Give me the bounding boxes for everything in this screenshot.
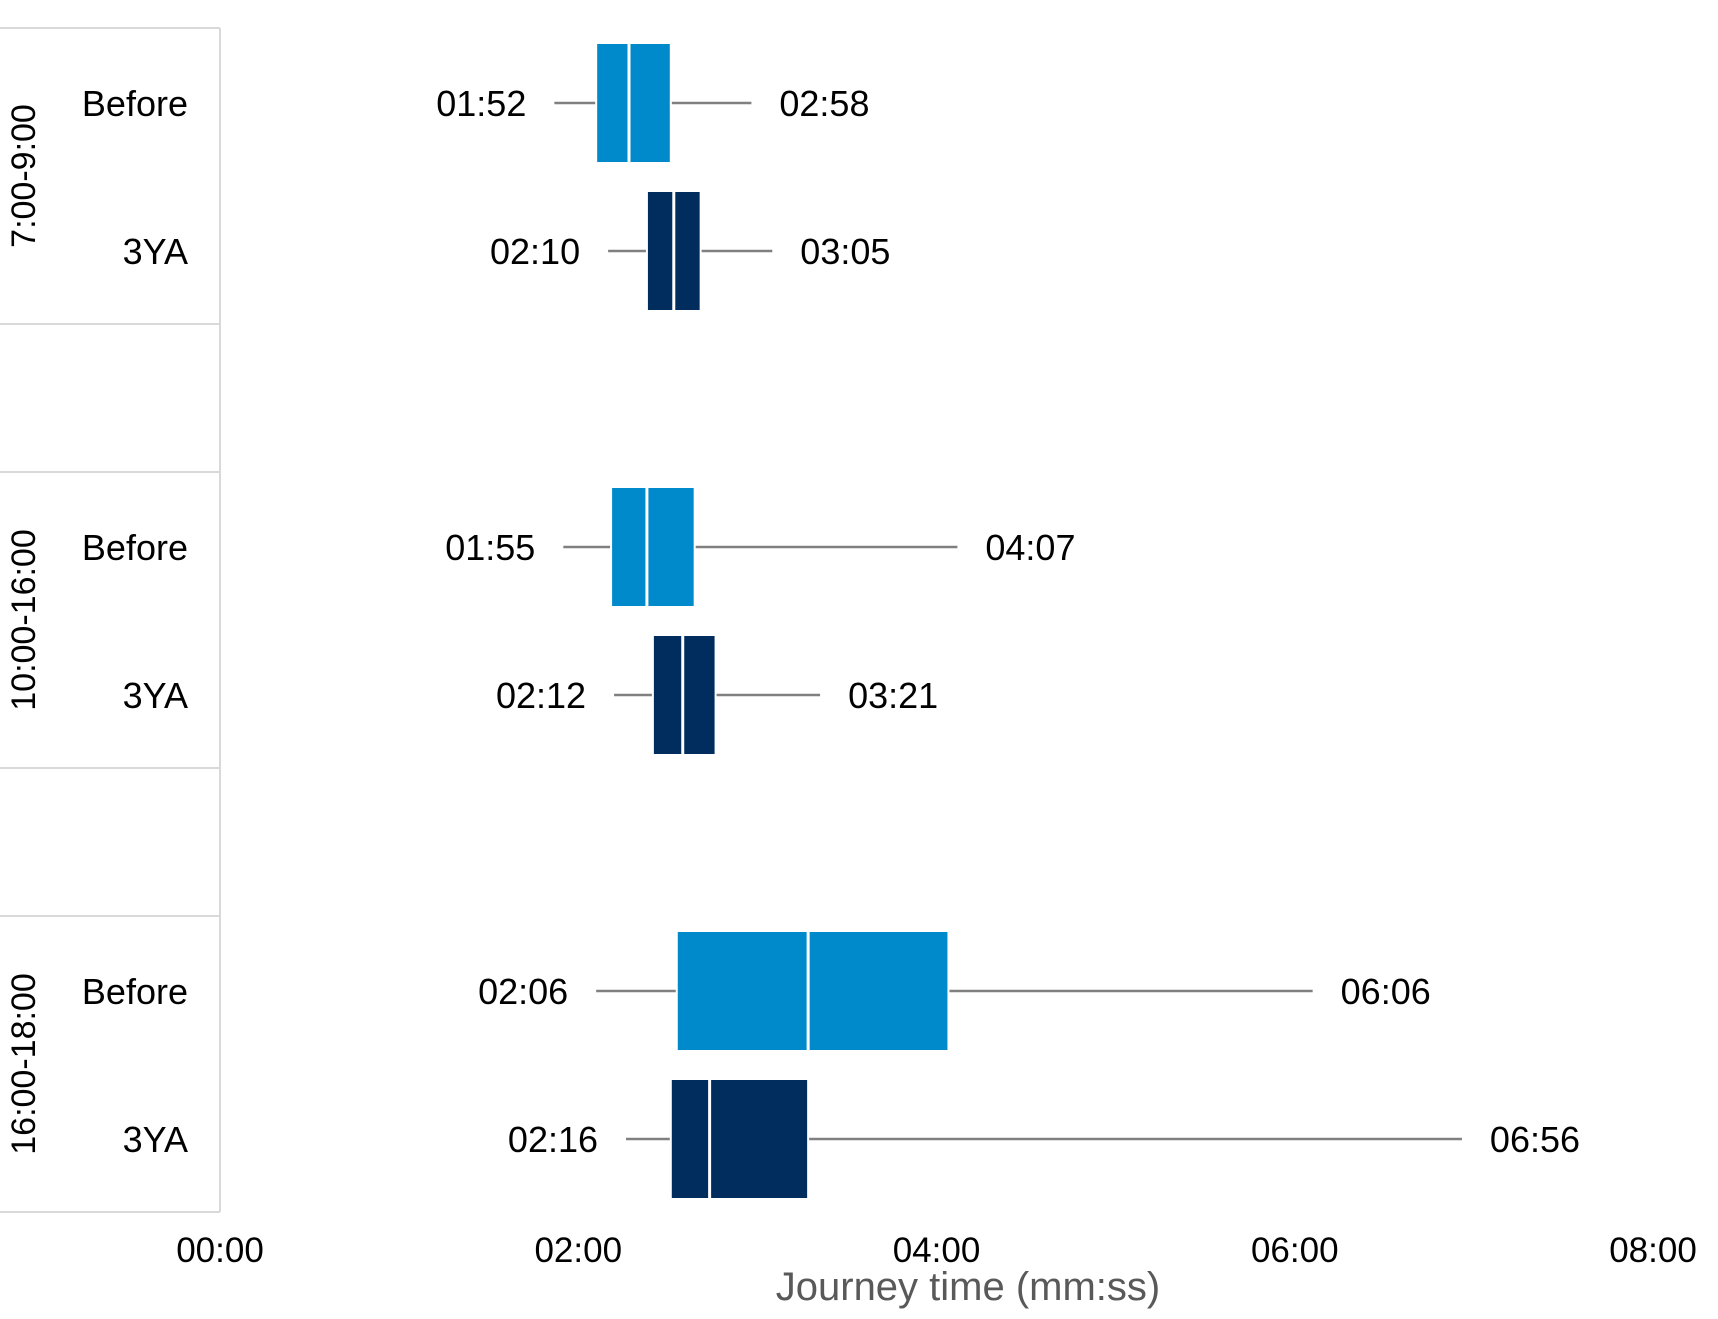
group-label: 16:00-18:00 [5,973,43,1155]
max-label: 03:21 [848,675,938,716]
max-label: 06:56 [1490,1119,1580,1160]
group-label: 10:00-16:00 [5,529,43,711]
max-label: 02:58 [779,83,869,124]
x-axis-label: Journey time (mm:ss) [776,1265,1161,1309]
x-tick-label: 06:00 [1251,1231,1339,1270]
min-label: 01:55 [445,527,535,568]
box-series [554,42,1462,1200]
panel-frame [0,27,221,1213]
min-label: 02:06 [478,971,568,1012]
value-labels: 01:52 02:58 02:10 03:05 01:55 04:07 02:12 03:21… [436,83,1580,1160]
box [610,486,696,608]
max-label: 06:06 [1341,971,1431,1012]
x-tick-label: 00:00 [176,1231,264,1270]
x-axis-ticks: 00:00 02:00 04:00 06:00 08:00 [176,1231,1697,1270]
max-label: 04:07 [985,527,1075,568]
category-labels: Before 3YA Before 3YA Before 3YA [82,83,188,1160]
box [595,42,672,164]
category-label: 3YA [123,1119,188,1160]
max-label: 03:05 [800,231,890,272]
category-label: 3YA [123,231,188,272]
box [675,930,950,1052]
category-label: Before [82,83,188,124]
category-label: 3YA [123,675,188,716]
group-labels: 7:00-9:00 10:00-16:00 16:00-18:00 [5,104,43,1155]
min-label: 01:52 [436,83,526,124]
x-tick-label: 08:00 [1609,1231,1697,1270]
min-label: 02:16 [508,1119,598,1160]
min-label: 02:10 [490,231,580,272]
category-label: Before [82,527,188,568]
x-tick-label: 02:00 [534,1231,622,1270]
group-label: 7:00-9:00 [5,104,43,248]
category-label: Before [82,971,188,1012]
min-label: 02:12 [496,675,586,716]
x-tick-label: 04:00 [893,1231,981,1270]
box [669,1078,810,1200]
